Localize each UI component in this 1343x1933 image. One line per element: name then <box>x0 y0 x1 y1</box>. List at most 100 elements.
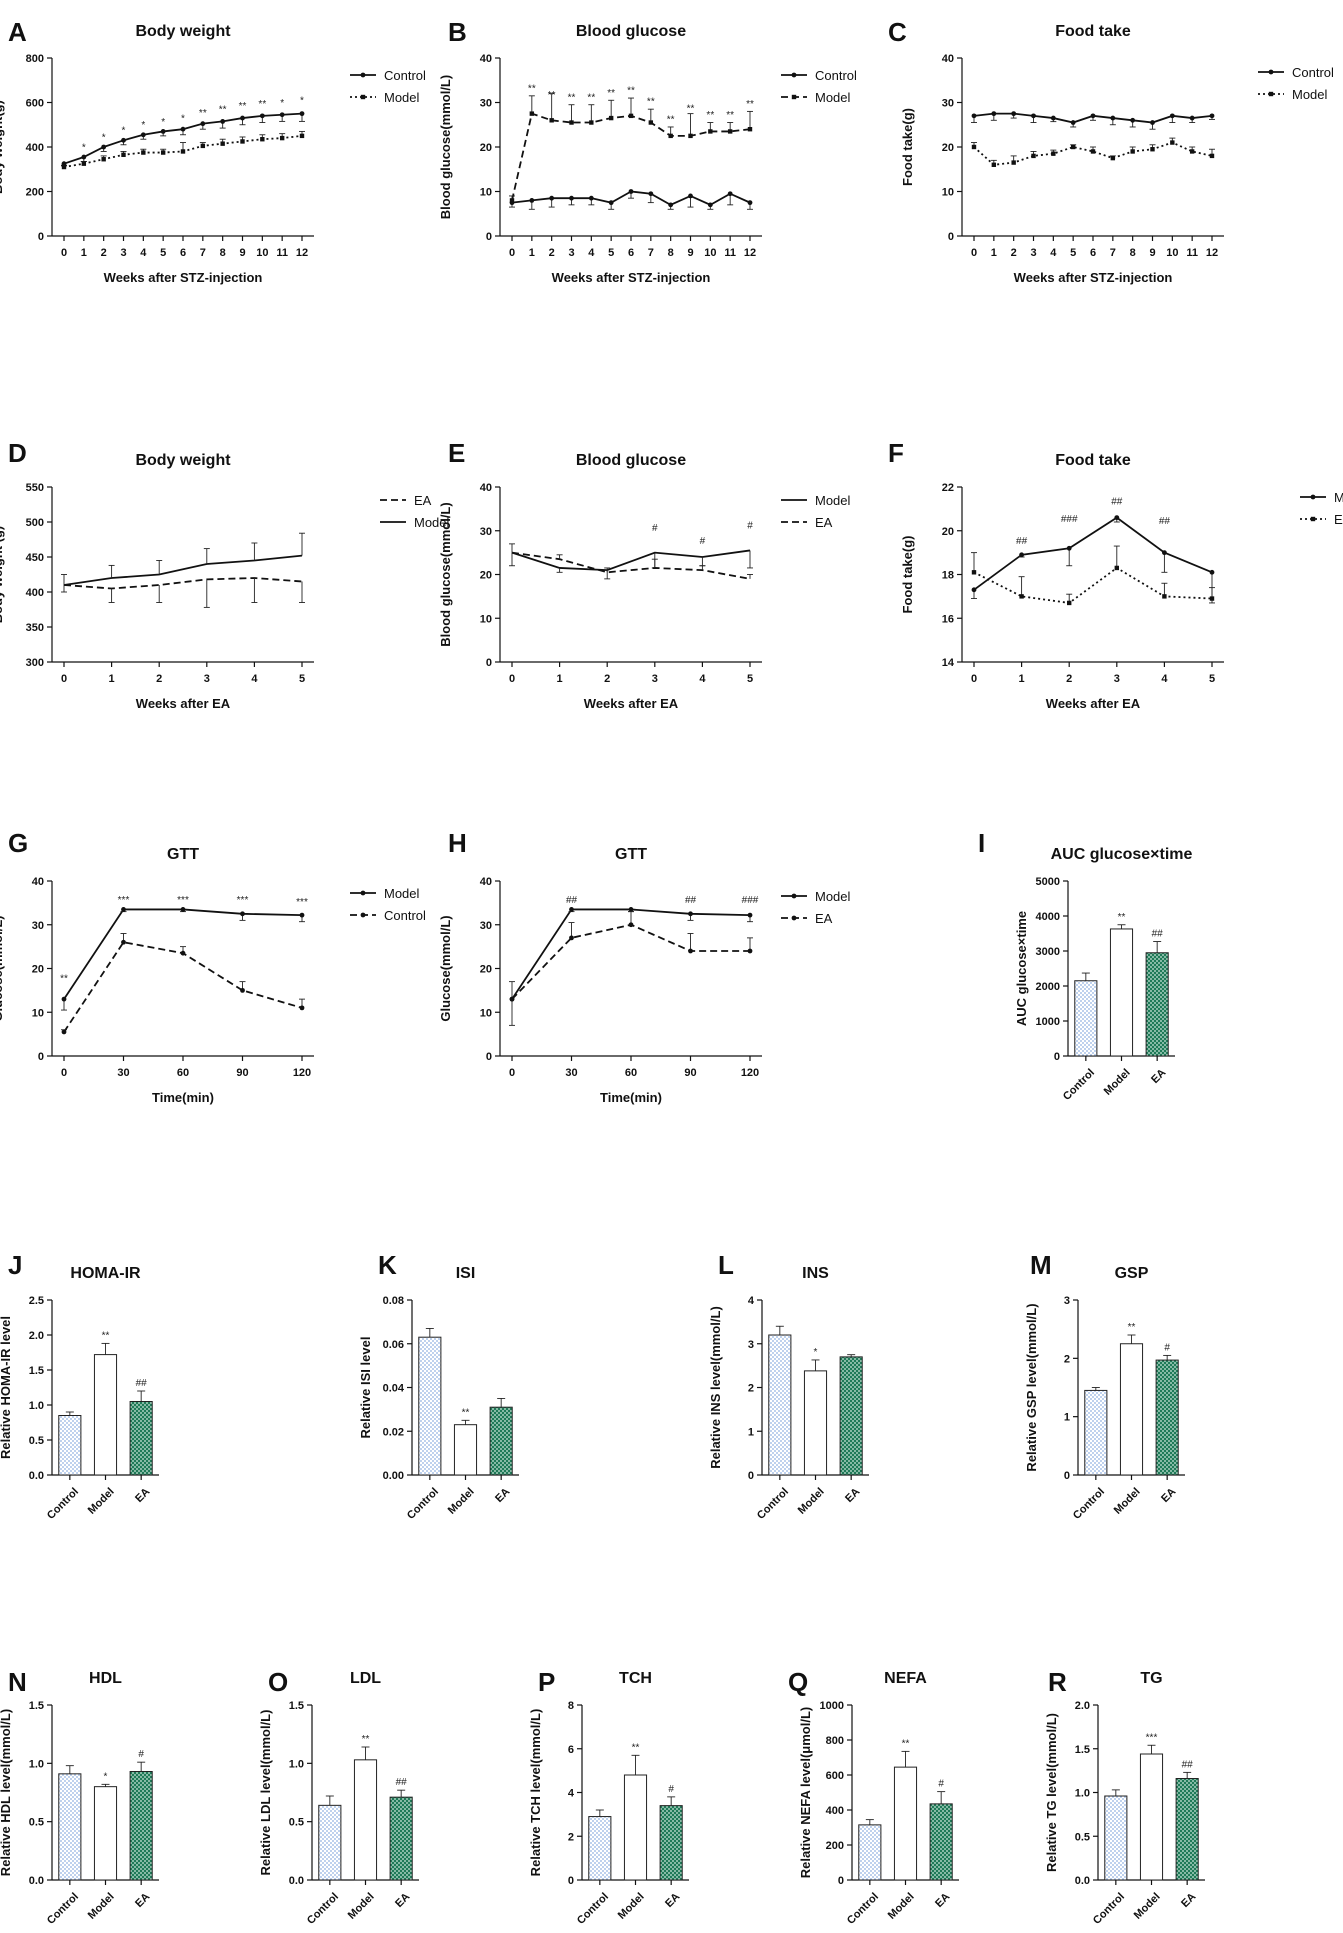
chart-title: Food take <box>1055 452 1131 469</box>
x-tick-label: 0 <box>971 247 977 259</box>
bar-ea <box>1145 952 1169 1057</box>
legend-label: EA <box>815 515 833 530</box>
y-tick-label: 800 <box>826 1735 844 1747</box>
significance-label: ** <box>667 115 675 126</box>
significance-label: ** <box>726 110 734 121</box>
y-tick-label: 18 <box>942 570 954 582</box>
x-tick-label: EA <box>1159 1486 1178 1505</box>
data-point <box>260 137 265 142</box>
x-axis-label: Weeks after STZ-injection <box>1014 270 1173 285</box>
y-tick-label: 0 <box>486 1051 492 1063</box>
data-point <box>549 118 554 123</box>
chart-title: TCH <box>619 1670 652 1687</box>
data-point <box>1070 144 1076 150</box>
significance-label: ### <box>742 895 759 906</box>
data-point <box>1150 147 1155 152</box>
data-point <box>121 152 126 157</box>
x-tick-label: 10 <box>256 247 268 259</box>
significance-label: ** <box>568 92 576 103</box>
y-axis-label: Blood glucose(mmol/L) <box>438 502 453 646</box>
y-axis-label: Relative NEFA level(μmol/L) <box>798 1707 813 1878</box>
x-axis-label: Weeks after EA <box>1046 696 1141 711</box>
significance-label: ** <box>632 1742 640 1753</box>
data-point <box>1189 115 1195 121</box>
y-tick-label: 30 <box>480 526 492 538</box>
y-tick-label: 1.0 <box>29 1400 44 1412</box>
y-tick-label: 30 <box>480 920 492 932</box>
significance-label: ** <box>60 974 68 985</box>
y-tick-label: 0.0 <box>1075 1875 1090 1887</box>
x-tick-label: Control <box>575 1891 611 1927</box>
y-tick-label: 20 <box>480 142 492 154</box>
x-tick-label: Control <box>1061 1067 1097 1103</box>
panel-letter: I <box>978 828 985 858</box>
x-tick-label: 90 <box>236 1067 248 1079</box>
panel-h: H GTT 0 10 20 30 40 Glucose(mmol/L) 0 30 60 90 120 Ti… <box>438 828 851 1105</box>
x-tick-label: Model <box>886 1891 917 1922</box>
legend-marker <box>1310 516 1316 522</box>
significance-label: * <box>280 98 284 109</box>
x-tick-label: 5 <box>608 247 614 259</box>
x-tick-label: Model <box>1112 1486 1143 1517</box>
y-tick-label: 10 <box>32 1007 44 1019</box>
data-point <box>668 202 674 208</box>
legend-marker <box>1268 91 1274 97</box>
legend-marker <box>791 94 797 100</box>
x-tick-label: 0 <box>509 247 515 259</box>
y-tick-label: 0.5 <box>29 1817 44 1829</box>
panel-r: R TG 0.0 0.5 1.0 1.5 2.0 Relative TG level(mmol… <box>1044 1667 1205 1927</box>
significance-label: *** <box>237 895 249 906</box>
x-tick-label: Control <box>45 1891 81 1927</box>
chart-title: Blood glucose <box>576 23 686 40</box>
data-point <box>971 570 977 575</box>
data-point <box>1019 594 1024 599</box>
x-tick-label: 9 <box>687 247 693 259</box>
bar-control <box>1084 1389 1108 1476</box>
panel-f: F Food take 14 16 18 20 22 Food take(g) 0 1 2 3 4 5 We… <box>888 438 1343 711</box>
y-tick-label: 20 <box>942 142 954 154</box>
y-axis-label: Relative LDL level(mmol/L) <box>258 1710 273 1876</box>
panel-letter: D <box>8 438 27 468</box>
y-tick-label: 10 <box>480 187 492 199</box>
y-tick-label: 1.5 <box>1075 1744 1090 1756</box>
y-tick-label: 22 <box>942 482 954 494</box>
data-point <box>588 195 594 201</box>
significance-label: *** <box>177 895 189 906</box>
y-tick-label: 0 <box>1054 1051 1060 1063</box>
data-point <box>61 164 67 170</box>
data-point <box>747 912 753 918</box>
y-tick-label: 1000 <box>1036 1016 1060 1028</box>
significance-label: ## <box>685 895 697 906</box>
data-point <box>1011 111 1017 117</box>
x-tick-label: EA <box>933 1891 952 1910</box>
bar-model <box>353 1759 378 1881</box>
x-tick-label: 5 <box>1209 673 1215 685</box>
legend-label: Control <box>384 68 426 83</box>
x-tick-label: EA <box>493 1486 512 1505</box>
data-point <box>141 150 146 155</box>
significance-label: * <box>814 1347 818 1358</box>
significance-label: ** <box>462 1407 470 1418</box>
y-tick-label: 0.04 <box>383 1383 405 1395</box>
y-tick-label: 0.5 <box>29 1435 44 1447</box>
y-tick-label: 0.02 <box>383 1426 404 1438</box>
x-tick-label: 3 <box>568 247 574 259</box>
y-tick-label: 8 <box>568 1700 574 1712</box>
legend-label: Model <box>1292 87 1328 102</box>
panel-letter: H <box>448 828 467 858</box>
bar-control <box>1074 980 1098 1057</box>
significance-label: ## <box>1152 929 1164 940</box>
significance-label: # <box>138 1749 144 1760</box>
bar-control <box>418 1336 442 1476</box>
panel-letter: C <box>888 17 907 47</box>
significance-label: *** <box>1146 1732 1158 1743</box>
y-tick-label: 20 <box>480 570 492 582</box>
data-point <box>279 135 285 141</box>
bar-ea <box>129 1771 153 1881</box>
x-axis-label: Weeks after STZ-injection <box>104 270 263 285</box>
y-tick-label: 0 <box>486 657 492 669</box>
y-tick-label: 2000 <box>1036 981 1060 993</box>
data-point <box>1189 149 1195 154</box>
